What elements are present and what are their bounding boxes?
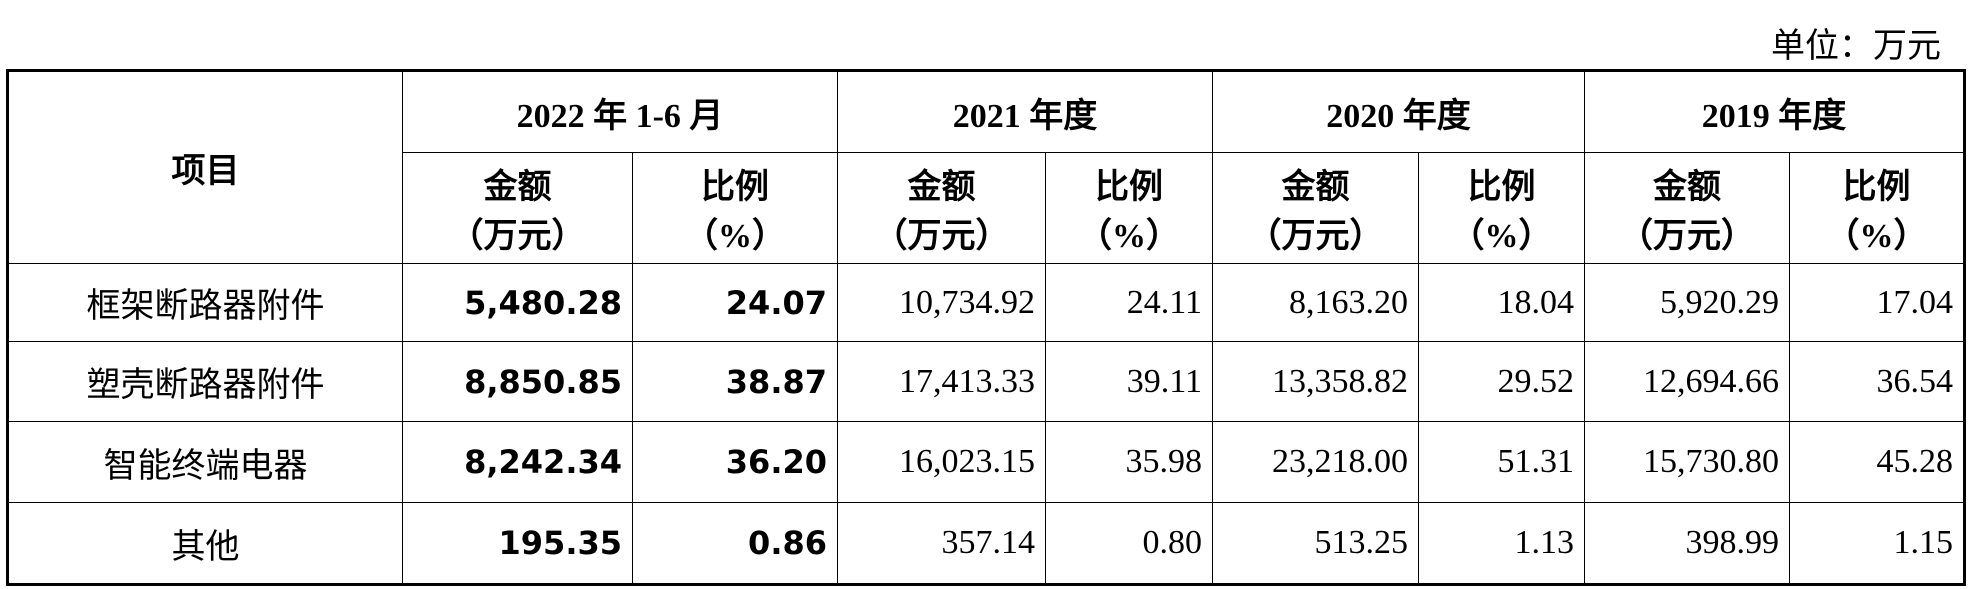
value-cell: 38.87 — [632, 341, 838, 422]
row-label: 其他 — [7, 502, 403, 585]
data-table: 项目 2022 年 1-6 月 2021 年度 2020 年度 2019 年度 … — [6, 69, 1966, 586]
value-cell: 17.04 — [1789, 263, 1965, 342]
subheader-cell: 金额 （万元） — [837, 152, 1046, 264]
value-cell: 29.52 — [1418, 341, 1585, 422]
subheader-cell: 比例 （%） — [1045, 152, 1213, 264]
value-cell: 8,850.85 — [402, 341, 633, 422]
value-cell: 1.13 — [1418, 502, 1585, 585]
subheader-cell: 金额 （万元） — [1212, 152, 1419, 264]
subheader-text: （万元） — [873, 218, 1010, 255]
value-cell: 8,242.34 — [402, 421, 633, 503]
subheader-row: 金额 （万元） 比例 （%） 金额 （万元） 比例 （%） 金额 （万元） 比例 （%） 金额 （万元） 比… — [8, 152, 1965, 264]
subheader-text: 金额 — [907, 169, 976, 206]
value-cell: 35.98 — [1045, 421, 1213, 503]
subheader-cell: 比例 （%） — [1789, 152, 1965, 264]
value-cell: 1.15 — [1789, 502, 1965, 585]
row-label: 框架断路器附件 — [7, 263, 403, 342]
subheader-text: 金额 — [483, 169, 552, 206]
subheader-cell: 比例 （%） — [632, 152, 838, 264]
subheader-text: （%） — [1078, 218, 1180, 255]
subheader-cell: 比例 （%） — [1418, 152, 1585, 264]
value-cell: 0.86 — [632, 502, 838, 585]
subheader-text: 金额 — [1653, 169, 1721, 206]
value-cell: 45.28 — [1789, 421, 1965, 503]
value-cell: 5,920.29 — [1584, 263, 1790, 342]
subheader-text: 金额 — [1281, 169, 1350, 206]
header-row: 项目 2022 年 1-6 月 2021 年度 2020 年度 2019 年度 — [7, 70, 1965, 264]
value-cell: 24.11 — [1045, 263, 1213, 342]
value-cell: 5,480.28 — [402, 263, 633, 342]
data-row: 塑壳断路器附件 8,850.85 38.87 17,413.33 39.11 13,358… — [7, 341, 1965, 422]
header-cell: 项目 — [7, 70, 403, 264]
value-cell: 39.11 — [1045, 341, 1213, 422]
subheader-text: （万元） — [1619, 218, 1755, 255]
subheader-text: （%） — [684, 218, 786, 255]
data-row: 其他 195.35 0.86 357.14 0.80 513.25 1.13 398.99 1.… — [7, 502, 1965, 585]
value-cell: 15,730.80 — [1584, 421, 1790, 503]
subheader-text: 比例 — [1467, 169, 1536, 206]
value-cell: 18.04 — [1418, 263, 1585, 342]
subheader-text: （万元） — [449, 218, 586, 255]
value-cell: 16,023.15 — [837, 421, 1046, 503]
subheader-cell: 金额 （万元） — [1584, 152, 1790, 264]
header-cell: 2022 年 1-6 月 — [402, 70, 838, 153]
subheader-text: 比例 — [1842, 169, 1911, 206]
value-cell: 195.35 — [402, 502, 633, 585]
value-cell: 36.20 — [632, 421, 838, 503]
value-cell: 8,163.20 — [1212, 263, 1419, 342]
value-cell: 398.99 — [1584, 502, 1790, 585]
subheader-text: 比例 — [1095, 169, 1163, 206]
value-cell: 12,694.66 — [1584, 341, 1790, 422]
row-label: 塑壳断路器附件 — [7, 341, 403, 422]
subheader-text: （万元） — [1247, 218, 1384, 255]
row-label: 智能终端电器 — [7, 421, 403, 503]
value-cell: 17,413.33 — [837, 341, 1046, 422]
subheader-text: 比例 — [701, 169, 769, 206]
data-row: 智能终端电器 8,242.34 36.20 16,023.15 35.98 23,218.… — [7, 421, 1965, 503]
header-cell: 2021 年度 — [837, 70, 1213, 153]
subheader-cell: 金额 （万元） — [402, 152, 633, 264]
value-cell: 23,218.00 — [1212, 421, 1419, 503]
value-cell: 36.54 — [1789, 341, 1965, 422]
header-cell: 2020 年度 — [1212, 70, 1585, 153]
value-cell: 10,734.92 — [837, 263, 1046, 342]
subheader-text: （%） — [1450, 218, 1553, 255]
unit-label: 单位：万元 — [1771, 28, 1941, 65]
subheader-text: （%） — [1825, 218, 1928, 255]
value-cell: 13,358.82 — [1212, 341, 1419, 422]
value-cell: 51.31 — [1418, 421, 1585, 503]
value-cell: 357.14 — [837, 502, 1046, 585]
value-cell: 0.80 — [1045, 502, 1213, 585]
value-cell: 513.25 — [1212, 502, 1419, 585]
data-row: 框架断路器附件 5,480.28 24.07 10,734.92 24.11 8,163.… — [7, 263, 1965, 342]
value-cell: 24.07 — [632, 263, 838, 342]
header-cell: 2019 年度 — [1584, 70, 1965, 153]
